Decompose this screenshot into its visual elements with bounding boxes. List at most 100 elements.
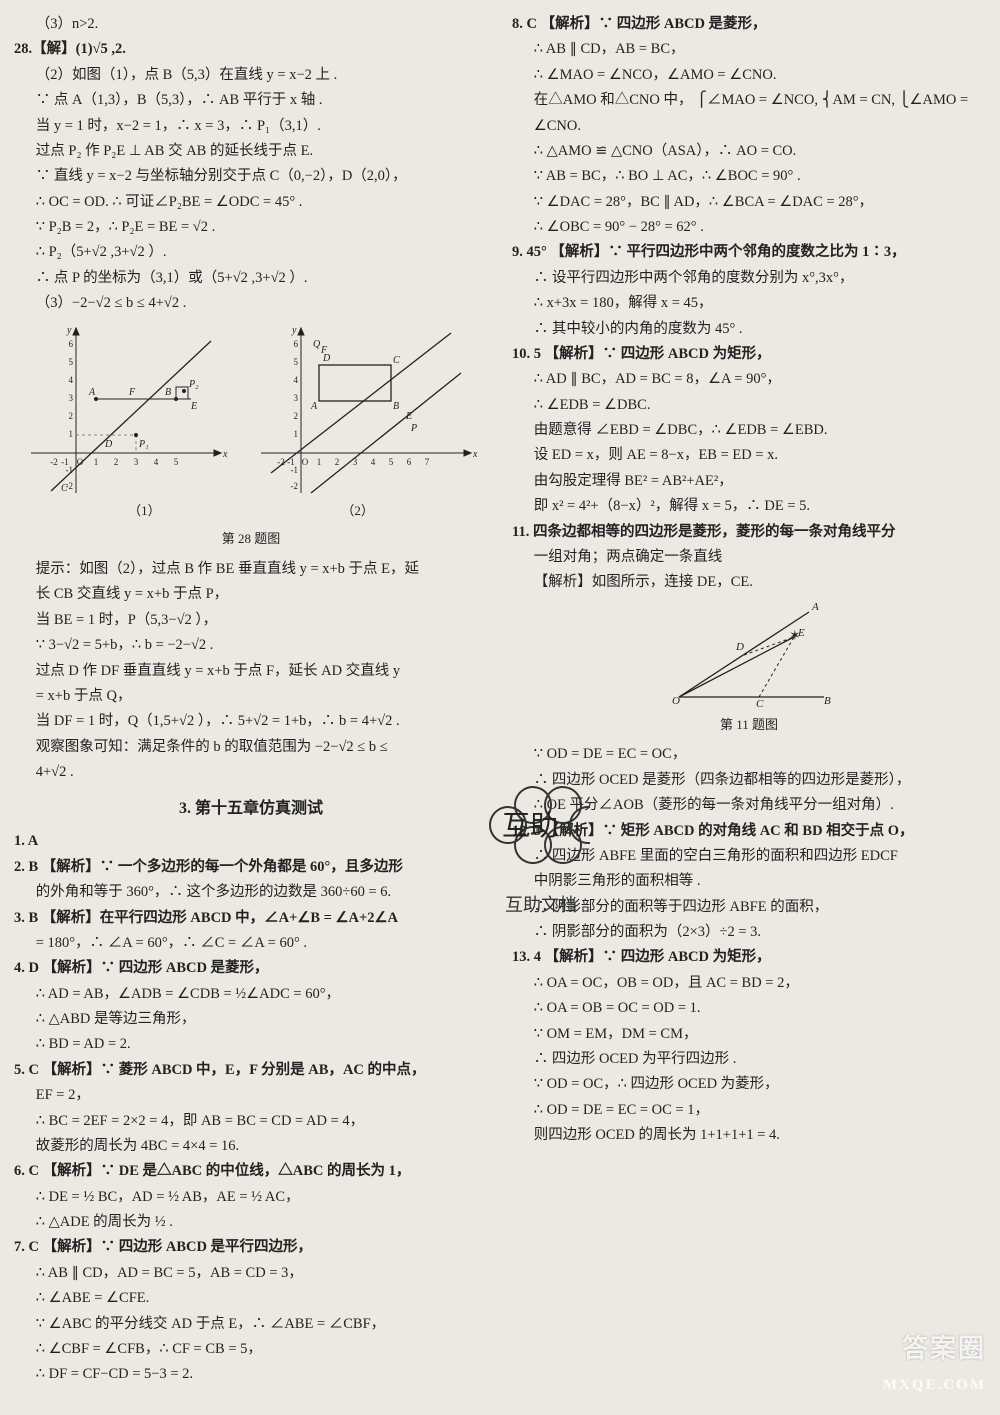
a7-l5: ∴ ∠CBF = ∠CFB，∴ CF = CB = 5， [14,1337,488,1362]
a11-l2: 一组对角；两点确定一条直线 [512,545,986,570]
svg-text:1: 1 [94,457,99,467]
q28b-l3: 当 BE = 1 时，P（5,3−√2 ）， [14,608,488,633]
q28b-l2: 长 CB 交直线 y = x+b 于点 P， [14,582,488,607]
a12-l1: 12. 3 【解析】∵ 矩形 ABCD 的对角线 AC 和 BD 相交于点 O， [512,819,986,844]
svg-text:6: 6 [69,339,74,349]
fig28-right: xy -2-1 O 123 4567 123 456 -1-2 AB [251,323,481,498]
q28b-l4: ∵ 3−√2 = 5+b，∴ b = −2−√2 . [14,633,488,658]
a6-l2: ∴ DE = ½ BC，AD = ½ AB，AE = ½ AC， [14,1185,488,1210]
a5-num: 5. C 【解析】∵ 菱形 ABCD 中，E，F 分别是 AB，AC 的中点， [14,1062,426,1078]
svg-text:D: D [104,439,113,450]
a8-l5: ∴ △AMO ≌ △CNO（ASA），∴ AO = CO. [512,139,986,164]
q28-l1: （2）如图（1），点 B（5,3）在直线 y = x−2 上 . [14,63,488,88]
q28-l5: ∵ 直线 y = x−2 与坐标轴分别交于点 C（0,−2），D（2,0）， [14,164,488,189]
svg-text:-2: -2 [50,457,58,467]
svg-text:C: C [61,483,68,494]
fig28-wrap: x y -2-1 O 123 45 123 456 -1-2 [14,323,488,498]
a10-l4: 由题意得 ∠EBD = ∠DBC，∴ ∠EDB = ∠EBD. [512,418,986,443]
a2-l1: 2. B 【解析】∵ 一个多边形的每一个外角都是 60°，且多边形 [14,855,488,880]
a11-l1: 11. 四条边都相等的四边形是菱形，菱形的每一条对角线平分 [512,520,986,545]
q28b-l6: = x+b 于点 Q， [14,684,488,709]
svg-text:B: B [393,401,399,412]
a6-l3: ∴ △ADE 的周长为 ½ . [14,1210,488,1235]
a9-num: 9. 45° 【解析】∵ 平行四边形中两个邻角的度数之比为 1∶3， [512,244,906,260]
q28-l9: ∴ 点 P 的坐标为（3,1）或（5+√2 ,3+√2 ）. [14,266,488,291]
a8-l3: ∴ ∠MAO = ∠NCO，∠AMO = ∠CNO. [512,63,986,88]
svg-text:A: A [88,387,96,398]
svg-text:5: 5 [174,457,179,467]
svg-text:y: y [291,325,297,336]
q28b-l7: 当 DF = 1 时，Q（1,5+√2 ），∴ 5+√2 = 1+b，∴ b =… [14,709,488,734]
q28-l2: ∵ 点 A（1,3），B（5,3），∴ AB 平行于 x 轴 . [14,88,488,113]
fig11-caption: 第 11 题图 [512,714,986,737]
svg-text:E: E [405,411,412,422]
svg-text:1: 1 [317,457,322,467]
svg-text:6: 6 [294,339,299,349]
a13-num: 13. 4 【解析】∵ 四边形 ABCD 为矩形， [512,949,771,965]
a13-l4: ∵ OM = EM，DM = CM， [512,1022,986,1047]
a8-l1: 8. C 【解析】∵ 四边形 ABCD 是菱形， [512,12,986,37]
a8-l6: ∵ AB = BC，∴ BO ⊥ AC，∴ ∠BOC = 90° . [512,164,986,189]
svg-text:2: 2 [335,457,340,467]
a5-l1: 5. C 【解析】∵ 菱形 ABCD 中，E，F 分别是 AB，AC 的中点， [14,1058,488,1083]
a12-l2: ∴ 四边形 ABFE 里面的空白三角形的面积和四边形 EDCF [512,844,986,869]
svg-text:3: 3 [134,457,139,467]
svg-text:A: A [811,602,819,613]
q28b-l5: 过点 D 作 DF 垂直直线 y = x+b 于点 F，延长 AD 交直线 y [14,659,488,684]
svg-text:-2: -2 [291,481,299,491]
a7-l2: ∴ AB ∥ CD，AD = BC = 5，AB = CD = 3， [14,1261,488,1286]
svg-text:✶: ✶ [789,629,801,644]
a12-num: 12. 3 【解析】∵ 矩形 ABCD 的对角线 AC 和 BD 相交于点 O， [512,823,914,839]
a10-l5: 设 ED = x，则 AE = 8−x，EB = ED = x. [512,443,986,468]
a10-l7: 即 x² = 4²+（8−x）²，解得 x = 5，∴ DE = 5. [512,494,986,519]
a3-l1: 3. B 【解析】在平行四边形 ABCD 中，∠A+∠B = ∠A+2∠A [14,906,488,931]
svg-text:P: P [410,423,417,434]
svg-text:-1: -1 [291,465,299,475]
svg-text:C: C [756,698,764,710]
svg-text:5: 5 [389,457,394,467]
a5-l3: ∴ BC = 2EF = 2×2 = 4，即 AB = BC = CD = AD… [14,1109,488,1134]
svg-text:O: O [672,695,680,707]
svg-text:P₁: P₁ [138,439,149,450]
a3-l2: = 180°，∴ ∠A = 60°，∴ ∠C = ∠A = 60° . [14,931,488,956]
svg-text:x: x [472,449,478,460]
svg-text:1: 1 [69,429,74,439]
a11b-l3: ∴ OE 平分∠AOB（菱形的每一条对角线平分一组对角）. [512,793,986,818]
a1: 1. A [14,829,488,854]
a13-l1: 13. 4 【解析】∵ 四边形 ABCD 为矩形， [512,945,986,970]
q28-head: 28.【解】(1)√5 ,2. [14,37,488,62]
svg-text:1: 1 [294,429,299,439]
a10-num: 10. 5 【解析】∵ 四边形 ABCD 为矩形， [512,346,771,362]
a10-l1: 10. 5 【解析】∵ 四边形 ABCD 为矩形， [512,342,986,367]
svg-text:3: 3 [69,393,74,403]
q28-l8: ∴ P₂（5+√2 ,3+√2 ）. [14,240,488,265]
svg-text:2: 2 [294,411,299,421]
q28-num: 28.【解】(1)√5 ,2. [14,41,126,57]
a13-l6: ∵ OD = OC，∴ 四边形 OCED 为菱形， [512,1072,986,1097]
a7-l1: 7. C 【解析】∵ 四边形 ABCD 是平行四边形， [14,1235,488,1260]
a4-l4: ∴ BD = AD = 2. [14,1032,488,1057]
a4-l1: 4. D 【解析】∵ 四边形 ABCD 是菱形， [14,956,488,981]
a5-l4: 故菱形的周长为 4BC = 4×4 = 16. [14,1134,488,1159]
a3-num: 3. B 【解析】在平行四边形 ABCD 中，∠A+∠B = ∠A+2∠A [14,910,398,926]
svg-text:y: y [66,325,72,336]
svg-text:B: B [165,387,171,398]
a13-l5: ∴ 四边形 OCED 为平行四边形 . [512,1047,986,1072]
svg-text:2: 2 [114,457,119,467]
a13-l2: ∴ OA = OC，OB = OD，且 AC = BD = 2， [512,971,986,996]
a2-num: 2. B 【解析】∵ 一个多边形的每一个外角都是 60°，且多边形 [14,859,403,875]
svg-text:2: 2 [69,411,74,421]
a11b-l1: ∵ OD = DE = EC = OC， [512,742,986,767]
a10-l2: ∴ AD ∥ BC，AD = BC = 8，∠A = 90°， [512,367,986,392]
a10-l3: ∴ ∠EDB = ∠DBC. [512,393,986,418]
svg-text:4: 4 [69,375,74,385]
a13-l7: ∴ OD = DE = EC = OC = 1， [512,1098,986,1123]
svg-text:4: 4 [294,375,299,385]
a2-l2: 的外角和等于 360°，∴ 这个多边形的边数是 360÷60 = 6. [14,880,488,905]
svg-text:P₂: P₂ [188,379,199,390]
svg-text:x: x [222,449,228,460]
a6-num: 6. C 【解析】∵ DE 是△ABC 的中位线，△ABC 的周长为 1， [14,1163,410,1179]
fig28-sub: （1） （2） [14,500,488,523]
a4-num: 4. D 【解析】∵ 四边形 ABCD 是菱形， [14,960,269,976]
svg-text:C: C [393,355,400,366]
